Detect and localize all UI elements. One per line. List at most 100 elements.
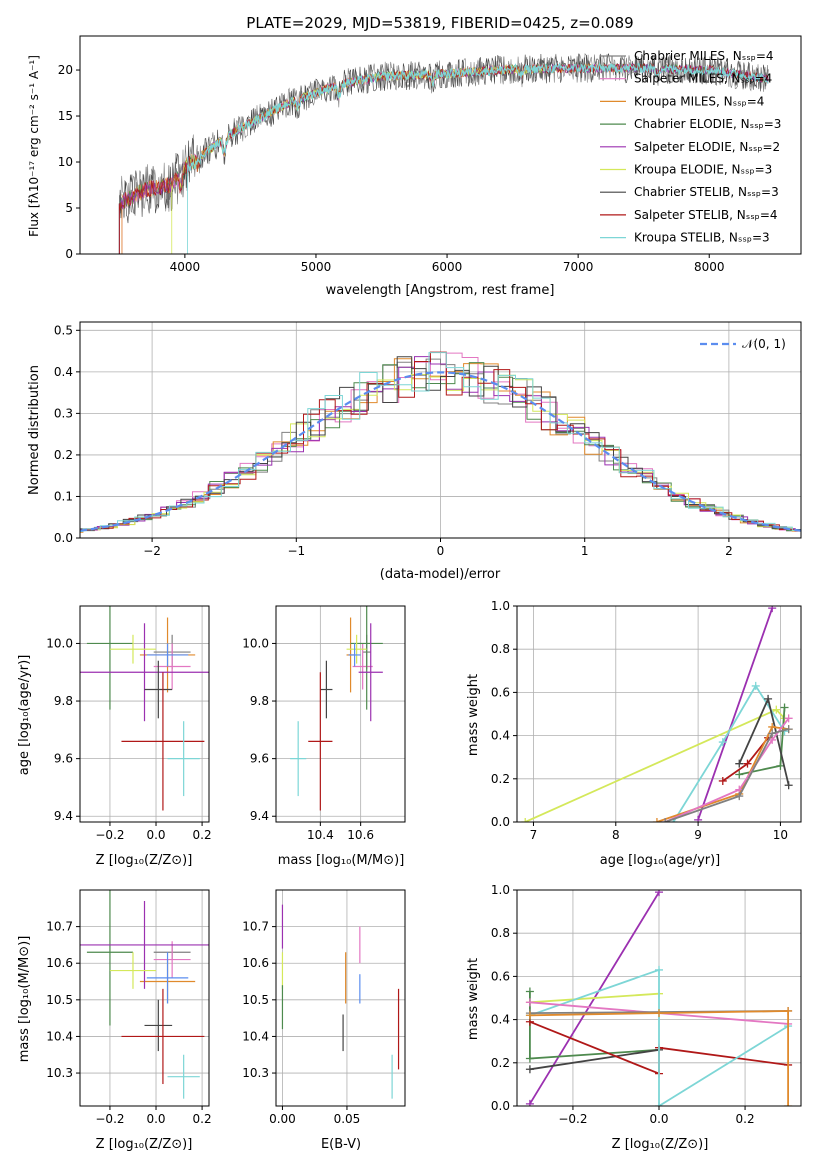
weight-line-kroupa_stelib [672, 684, 786, 822]
errorbars [80, 890, 209, 1099]
spectrum-series-kroupa_stelib [186, 62, 769, 172]
y-tick-label: 9.4 [250, 809, 269, 823]
weight-marker-kroupa_stelib [655, 965, 663, 974]
weight-line-salpeter_elodie [697, 607, 774, 821]
weight-marker-kroupa_stelib [751, 681, 760, 690]
weight-marker-chabrier_miles [768, 729, 777, 738]
y-tick-label: 9.6 [250, 752, 269, 766]
y-tick-label: 9.8 [54, 694, 73, 708]
x-tick-label: 0.0 [649, 1112, 668, 1126]
x-tick-label: 0.00 [269, 1112, 296, 1126]
spectrum-series-salpeter_miles [121, 63, 634, 209]
weight-marker-chabrier_elodie [525, 987, 534, 996]
legend-label-kroupa_elodie: Kroupa ELODIE, Nₛₛₚ=3 [634, 163, 772, 177]
legend-label-kroupa_miles: Kroupa MILES, Nₛₛₚ=4 [634, 94, 764, 108]
mass-vs-z-ylabel: mass [log₁₀(M/M⊙)] [17, 936, 32, 1063]
y-tick-label: 0.6 [491, 969, 510, 983]
weight-marker-chabrier_stelib [735, 759, 744, 768]
weight-vs-age-panel: 7 8 9 10 0.0 0.2 0.4 0.6 0.8 1.0 age [log₁₀(age/y… [466, 599, 802, 868]
y-tick-label: 10.6 [242, 956, 269, 970]
axes-frame [79, 889, 210, 1107]
legend-label-salpeter_elodie: Salpeter ELODIE, Nₛₛₚ=2 [634, 140, 780, 154]
x-tick-label: 0.2 [736, 1112, 755, 1126]
spectrum-ylabel: Flux [fλ10⁻¹⁷ erg cm⁻² s⁻¹ A⁻¹] [27, 55, 41, 237]
weight-vs-age-xlabel: age [log₁₀(age/yr)] [600, 853, 721, 868]
residuals-panel: −2 −1 0 1 2 0.0 0.1 0.2 0.3 0.4 0.5 𝒩(0, 1) (data-m… [27, 321, 802, 582]
age-vs-z-panel: −0.2 0.0 0.29.49.69.810.0 Z [log₁₀(Z/Z⊙)] … [17, 605, 212, 868]
y-tick-label: 0.4 [54, 365, 73, 379]
weight-marker-chabrier_stelib [764, 694, 773, 703]
x-tick-label: 8 [612, 828, 620, 842]
weight-vs-z-xlabel: Z [log₁₀(Z/Z⊙)] [612, 1137, 709, 1152]
y-tick-label: 0.3 [54, 406, 73, 420]
y-tick-label: 0.2 [491, 1056, 510, 1070]
x-tick-label: 10.4 [307, 828, 334, 842]
spectrum-lines [118, 53, 769, 254]
weight-marker-kroupa_elodie [521, 818, 530, 822]
y-tick-label: 0.6 [491, 685, 510, 699]
y-tick-label: 10 [58, 155, 73, 169]
y-tick-label: 20 [58, 63, 73, 77]
y-tick-label: 10.6 [46, 956, 73, 970]
y-tick-label: 10.7 [46, 920, 73, 934]
weight-marker-kroupa_stelib [655, 1102, 663, 1106]
x-tick-label: 0.0 [146, 1112, 165, 1126]
x-tick-label: −0.2 [558, 1112, 587, 1126]
spectrum-series-kroupa_miles [121, 62, 631, 207]
y-tick-label: 10.5 [46, 993, 73, 1007]
weight-marker-chabrier_miles [784, 725, 793, 734]
errorbars [80, 606, 209, 811]
x-tick-label: −1 [287, 544, 305, 558]
mass-vs-z-xlabel: Z [log₁₀(Z/Z⊙)] [96, 1137, 193, 1152]
x-tick-label: 1 [581, 544, 589, 558]
y-tick-label: 10.3 [242, 1066, 269, 1080]
weight-marker-kroupa_elodie [772, 705, 781, 714]
y-tick-label: 10.3 [46, 1066, 73, 1080]
legend-label-salpeter_miles: Salpeter MILES, Nₛₛₚ=4 [634, 72, 772, 86]
y-tick-label: 10.0 [46, 636, 73, 650]
weight-marker-chabrier_stelib [525, 1065, 534, 1074]
y-tick-label: 5 [65, 201, 73, 215]
errorbars [290, 606, 383, 811]
mass-vs-ebv-xlabel: E(B-V) [321, 1137, 361, 1152]
x-tick-label: 5000 [301, 260, 332, 274]
axes-frame [516, 605, 802, 823]
weight-vs-age-ylabel: mass weight [466, 674, 481, 756]
x-tick-label: 7000 [563, 260, 594, 274]
weight-line-chabrier_miles [664, 728, 789, 822]
y-tick-label: 0.5 [54, 323, 73, 337]
x-tick-label: 9 [694, 828, 702, 842]
weight-marker-chabrier_elodie [525, 1054, 534, 1063]
x-tick-label: 0.2 [193, 1112, 212, 1126]
x-tick-label: 7 [530, 828, 538, 842]
weight-marker-chabrier_elodie [776, 761, 785, 770]
x-tick-label: 4000 [170, 260, 201, 274]
y-tick-label: 0.0 [491, 815, 510, 829]
y-tick-label: 0.4 [491, 729, 510, 743]
axes-frame [275, 889, 406, 1107]
y-tick-label: 0.4 [491, 1013, 510, 1027]
x-tick-label: 0.05 [334, 1112, 361, 1126]
weight-marker-kroupa_miles [655, 1009, 663, 1018]
y-tick-label: 15 [58, 109, 73, 123]
y-tick-label: 9.6 [54, 752, 73, 766]
weight-line-salpeter_stelib [722, 737, 769, 782]
weight-marker-salpeter_stelib [743, 759, 752, 768]
axes-frame [79, 321, 802, 539]
x-tick-label: 2 [725, 544, 733, 558]
y-tick-label: 0.1 [54, 489, 73, 503]
age-vs-mass-panel: 10.4 10.6 9.4 9.6 9.8 10.0 mass [log₁₀(M/M⊙)] [242, 605, 406, 868]
x-tick-label: 0.0 [146, 828, 165, 842]
residuals-ylabel: Normed distribution [27, 365, 42, 495]
y-tick-label: 10.4 [242, 1029, 269, 1043]
weight-marker-kroupa_stelib [718, 738, 727, 747]
spectrum-legend: Chabrier MILES, Nₛₛₚ=4 Salpeter MILES, Nₛ… [600, 49, 781, 245]
weight-marker-salpeter_miles [784, 714, 793, 723]
legend-label-salpeter_stelib: Salpeter STELIB, Nₛₛₚ=4 [634, 208, 778, 222]
weight-marker-salpeter_miles [525, 998, 534, 1007]
x-tick-label: −0.2 [95, 828, 124, 842]
weight-marker-salpeter_elodie [655, 890, 663, 897]
weight-marker-salpeter_elodie [525, 1099, 534, 1106]
weight-line-chabrier_stelib [529, 1048, 660, 1071]
